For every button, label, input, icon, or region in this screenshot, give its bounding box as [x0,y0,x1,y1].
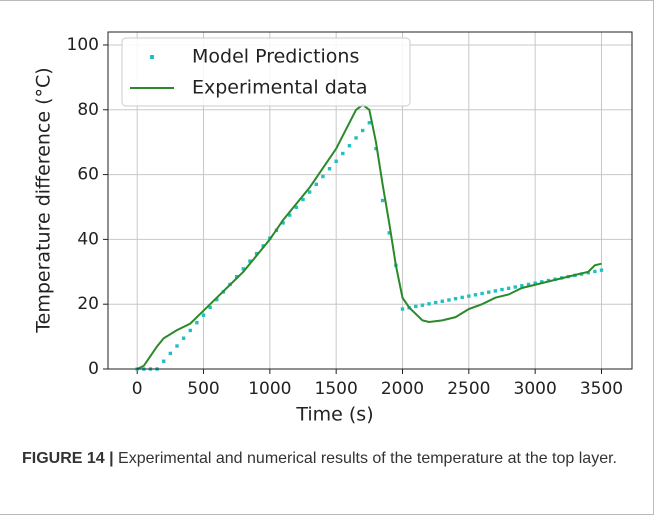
data-point [453,296,458,301]
data-point [473,293,478,297]
data-point [334,159,338,163]
data-point [201,313,206,317]
data-point [599,268,604,272]
data-point [208,305,212,310]
data-point [387,231,391,235]
x-tick-label: 1500 [315,379,358,399]
data-point [307,190,312,194]
data-point [513,285,517,289]
data-point [460,295,464,300]
caption-label: FIGURE 14 | [22,450,114,467]
x-tick-label: 2500 [447,379,490,399]
data-point [234,274,239,279]
y-tick-label: 0 [88,359,99,379]
data-point [593,269,597,274]
data-point [487,290,491,294]
data-point [254,251,259,256]
data-point [540,280,544,284]
data-point [168,351,173,356]
data-point [380,198,385,203]
legend-box [121,37,411,107]
data-point [447,298,451,302]
data-point [367,121,372,125]
caption: FIGURE 14 | Experimental and numerical r… [22,444,637,473]
data-point [195,320,199,325]
data-point [241,267,246,271]
data-point [314,182,318,186]
data-point [327,167,332,171]
legend-label: Experimental data [192,77,368,99]
data-line [136,103,602,370]
legend-label: Model Predictions [192,46,359,68]
data-point [526,282,531,287]
data-point [427,302,431,306]
data-point [288,213,292,217]
x-tick-label: 0 [132,379,143,399]
data-point [493,289,498,293]
data-point [414,304,418,309]
data-point [480,291,484,296]
data-point [467,294,471,298]
x-tick-label: 2000 [381,379,424,399]
y-tick-label: 60 [77,165,99,185]
data-point [361,128,365,133]
data-point [433,300,438,305]
y-tick-label: 80 [77,100,99,120]
data-point [520,284,524,288]
data-point [294,205,299,210]
caption-text: Experimental and numerical results of th… [113,450,617,467]
data-point [533,281,537,285]
data-point [374,146,378,151]
data-point [321,174,325,179]
chart: Time (s) Temperature difference (°C) 0 50… [33,31,633,426]
data-point [301,197,305,202]
plot-frame [107,31,633,370]
y-tick-label: 40 [77,229,99,249]
data-point [420,303,425,307]
x-tick-label: 500 [187,379,219,399]
x-axis-label: Time (s) [295,404,373,426]
data-point [248,259,252,263]
y-tick-label: 100 [67,35,99,55]
data-point [506,286,511,291]
x-tick-label: 3500 [580,379,623,399]
x-tick-label: 3000 [514,379,557,399]
x-tick-label: 1000 [248,379,291,399]
data-point [440,299,444,303]
data-point [341,151,345,156]
data-point [175,344,179,348]
y-axis-label: Temperature difference (°C) [33,67,55,333]
data-point [400,307,405,311]
data-point [162,359,166,363]
data-point [215,297,219,302]
data-point [261,244,265,248]
data-point [281,221,285,225]
data-point [188,328,192,333]
data-point [354,136,358,140]
legend-marker [150,55,154,59]
data-point [347,144,352,148]
y-tick-label: 20 [77,294,99,314]
data-point [181,336,186,340]
data-point [500,287,504,292]
